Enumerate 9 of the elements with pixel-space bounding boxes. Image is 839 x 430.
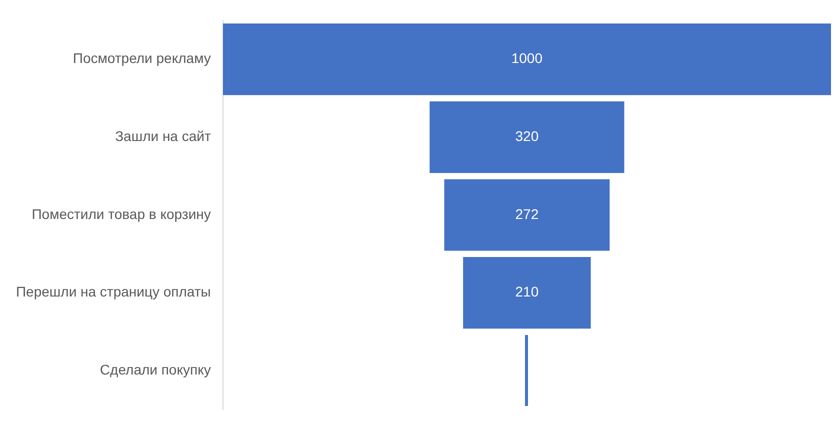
data-label: 320	[515, 128, 539, 144]
category-label: Посмотрели рекламу	[72, 50, 211, 66]
category-label: Зашли на сайт	[115, 128, 212, 144]
category-label: Сделали покупку	[100, 362, 211, 378]
data-label: 210	[515, 284, 539, 300]
data-label: 272	[515, 206, 539, 222]
data-label: 1000	[511, 50, 543, 66]
category-label: Поместили товар в корзину	[32, 206, 211, 222]
category-label: Перешли на страницу оплаты	[16, 284, 211, 300]
